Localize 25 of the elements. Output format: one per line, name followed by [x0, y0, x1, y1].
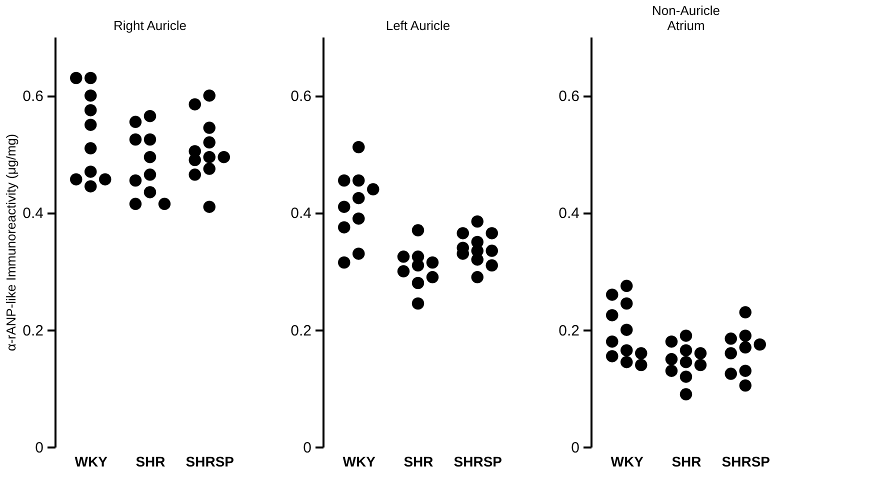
y-tick-label: 0.6 — [290, 88, 312, 106]
x-tick-label: SHRSP — [722, 454, 770, 470]
y-tick-label: 0 — [35, 440, 44, 456]
y-tick-label: 0.4 — [22, 205, 44, 222]
x-tick-label: WKY — [342, 454, 376, 470]
y-axis-title: α-rANP-like Immunoreactivity (μg/mg) — [4, 134, 19, 352]
x-tick-label: WKY — [74, 454, 108, 470]
y-tick-label: 0 — [303, 440, 312, 456]
x-tick-label: SHR — [404, 454, 434, 470]
chart-title: Right Auricle — [114, 18, 186, 33]
chart-title: Non-Auricle Atrium — [652, 3, 720, 33]
y-tick-label: 0.6 — [22, 88, 44, 106]
x-tick-label: SHRSP — [186, 454, 234, 470]
x-tick-label: WKY — [610, 454, 644, 470]
x-tick-label: SHR — [136, 454, 166, 470]
y-tick-label: 0.6 — [558, 88, 580, 106]
y-tick-label: 0 — [571, 440, 580, 456]
y-tick-label: 0.2 — [290, 322, 312, 340]
y-tick-label: 0.2 — [22, 322, 44, 340]
y-tick-label: 0.2 — [558, 322, 580, 340]
y-tick-label: 0.4 — [558, 205, 580, 222]
x-tick-label: SHR — [672, 454, 702, 470]
y-tick-label: 0.4 — [290, 205, 312, 222]
chart-title: Left Auricle — [386, 18, 450, 33]
x-tick-label: SHRSP — [454, 454, 502, 470]
